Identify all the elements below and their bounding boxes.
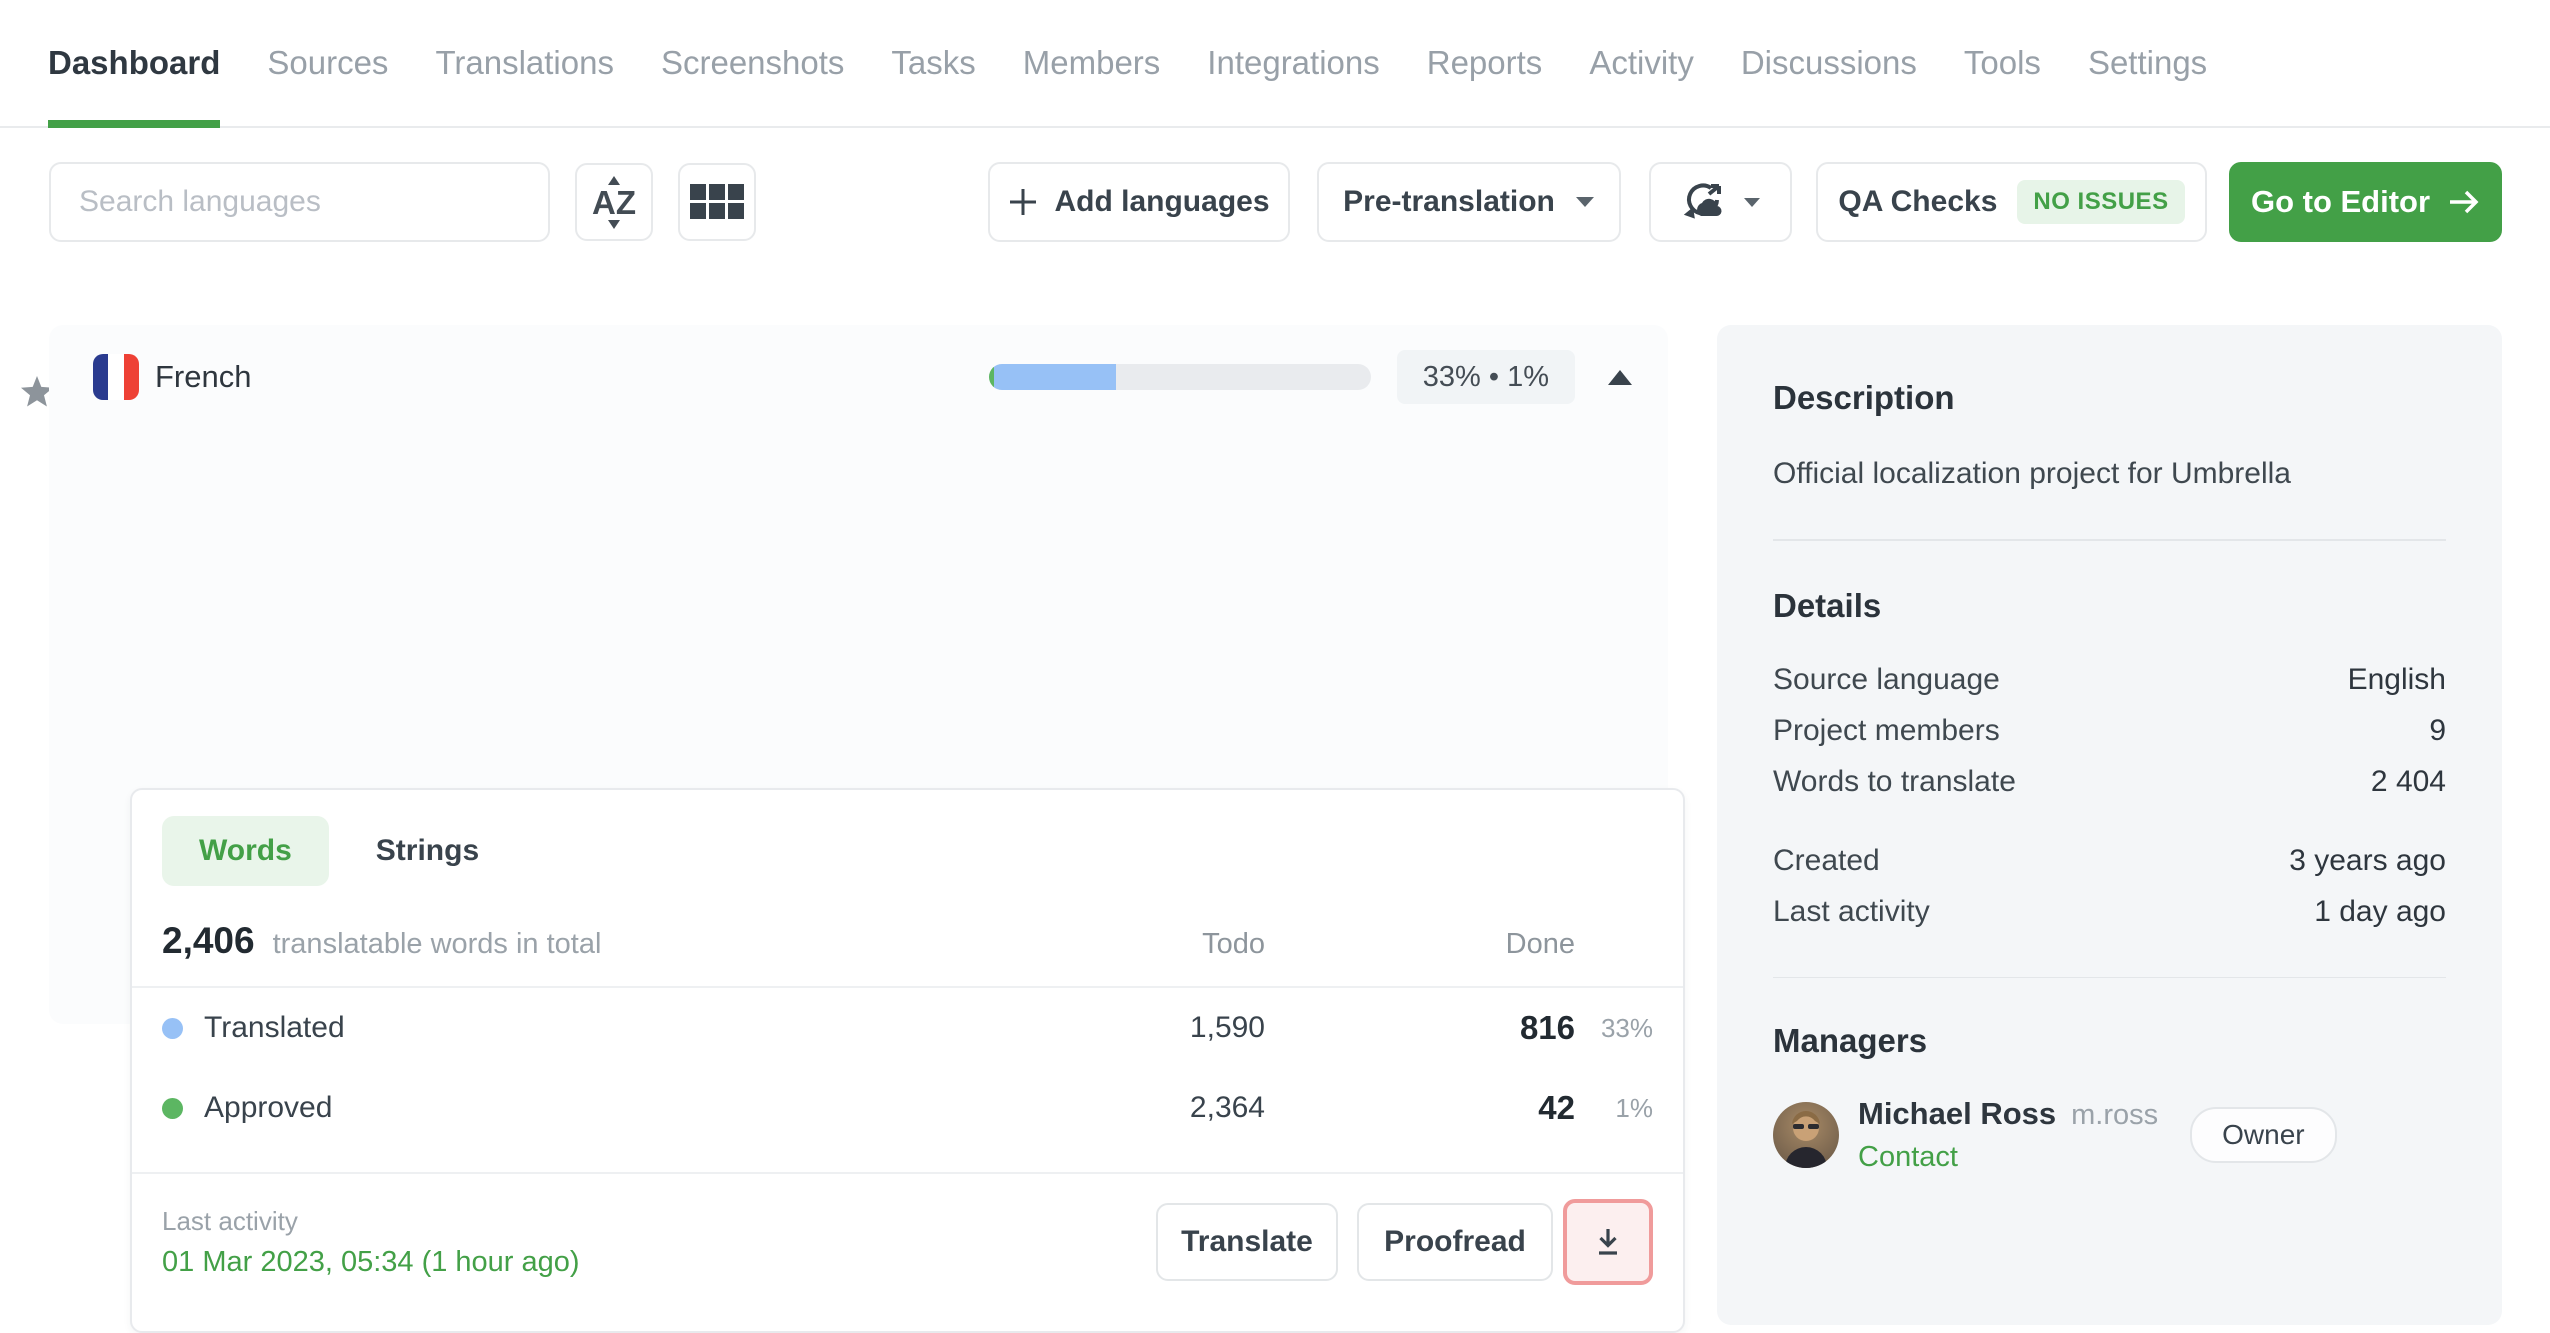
tab-strings[interactable]: Strings — [375, 834, 480, 867]
tab-settings[interactable]: Settings — [2087, 44, 2208, 81]
contact-link[interactable]: Contact — [1858, 1141, 1958, 1173]
language-row-french[interactable]: French 33% • 1% — [49, 325, 1668, 429]
language-stats-card: Words Strings 2,406 translatable words i… — [130, 788, 1685, 1333]
tab-tasks[interactable]: Tasks — [891, 44, 976, 81]
divider — [132, 986, 1683, 988]
column-header-done: Done — [1505, 928, 1575, 960]
favorite-star-icon[interactable] — [20, 376, 54, 413]
chevron-down-icon — [1743, 197, 1760, 207]
plus-icon — [1010, 189, 1037, 215]
alphabetical-sort-icon: AZ — [592, 175, 636, 229]
annotation-highlight — [1563, 1199, 1653, 1285]
tab-tools[interactable]: Tools — [1963, 44, 2041, 81]
qa-checks-label: QA Checks — [1838, 185, 1998, 218]
top-navigation: Dashboard Sources Translations Screensho… — [0, 0, 2550, 128]
manager-name: Michael Ross — [1858, 1096, 2057, 1131]
chevron-down-icon — [1575, 197, 1594, 207]
detail-created: Created 3 years ago — [1773, 843, 2446, 877]
go-to-editor-label: Go to Editor — [2250, 184, 2431, 219]
approved-label: Approved — [204, 1091, 333, 1124]
qa-checks-button[interactable]: QA Checks NO ISSUES — [1816, 162, 2207, 242]
total-words-label: translatable words in total — [272, 928, 602, 960]
owner-badge: Owner — [2190, 1107, 2337, 1163]
description-title: Description — [1773, 379, 1955, 416]
units-tabs: Words Strings — [162, 790, 1653, 886]
stat-row-approved: Approved 2,364 42 1% — [162, 1068, 1653, 1148]
sort-alphabetical-button[interactable]: AZ — [575, 163, 653, 241]
no-issues-badge: NO ISSUES — [2017, 180, 2185, 224]
manager-username: m.ross — [2071, 1099, 2159, 1131]
detail-source-language: Source language English — [1773, 662, 2446, 696]
translated-dot — [162, 1017, 183, 1039]
french-flag-icon — [93, 354, 139, 400]
detail-last-activity: Last activity 1 day ago — [1773, 894, 2446, 928]
details-title: Details — [1773, 586, 1882, 624]
add-languages-button[interactable]: Add languages — [988, 162, 1290, 242]
tab-words[interactable]: Words — [162, 816, 329, 886]
machine-translation-button[interactable] — [1649, 162, 1792, 242]
total-words-value: 2,406 — [162, 920, 255, 961]
divider — [132, 1172, 1683, 1174]
tab-screenshots[interactable]: Screenshots — [660, 44, 845, 81]
progress-percentages: 33% • 1% — [1396, 350, 1575, 404]
detail-project-members: Project members 9 — [1773, 713, 2446, 747]
tab-integrations[interactable]: Integrations — [1207, 44, 1380, 81]
cloud-sync-icon — [1683, 183, 1722, 219]
approved-done-value: 42 — [1538, 1089, 1575, 1126]
translated-label: Translated — [204, 1011, 345, 1044]
totals-row: 2,406 translatable words in total Todo D… — [162, 920, 1653, 962]
last-activity-label: Last activity — [162, 1205, 298, 1236]
progress-approved — [988, 364, 994, 390]
stat-row-translated: Translated 1,590 816 33% — [162, 988, 1653, 1068]
go-to-editor-button[interactable]: Go to Editor — [2229, 162, 2502, 242]
download-button[interactable] — [1571, 1207, 1645, 1277]
tab-sources[interactable]: Sources — [267, 44, 389, 81]
collapse-panel-button[interactable] — [1608, 369, 1632, 385]
approved-todo-value: 2,364 — [1189, 1091, 1265, 1124]
translate-button[interactable]: Translate — [1156, 1203, 1338, 1281]
project-info-sidebar: Description Official localization projec… — [1717, 325, 2502, 1325]
language-name: French — [155, 359, 252, 394]
translated-todo-value: 1,590 — [1189, 1011, 1265, 1044]
toolbar: AZ Add languages Pre-translation — [49, 162, 2502, 242]
detail-words-to-translate: Words to translate 2 404 — [1773, 764, 2446, 798]
progress-translated — [993, 364, 1116, 390]
translation-progress-bar — [988, 364, 1371, 390]
pre-translation-button[interactable]: Pre-translation — [1317, 162, 1621, 242]
approved-dot — [162, 1097, 183, 1119]
tab-dashboard[interactable]: Dashboard — [48, 0, 221, 128]
language-panel: French 33% • 1% Words Strings 2,406 tran… — [49, 325, 1685, 1333]
tab-members[interactable]: Members — [1022, 44, 1161, 81]
chevron-up-icon — [1608, 369, 1632, 385]
proofread-button[interactable]: Proofread — [1357, 1203, 1553, 1281]
divider — [1773, 539, 2446, 541]
translated-done-value: 816 — [1519, 1009, 1575, 1046]
search-languages-box — [49, 162, 550, 242]
divider — [1773, 976, 2446, 978]
description-text: Official localization project for Umbrel… — [1773, 457, 2291, 490]
tab-reports[interactable]: Reports — [1426, 44, 1543, 81]
last-activity-link[interactable]: 01 Mar 2023, 05:34 (1 hour ago) — [162, 1245, 580, 1278]
add-languages-label: Add languages — [1054, 185, 1270, 218]
card-footer: Last activity 01 Mar 2023, 05:34 (1 hour… — [162, 1174, 1653, 1310]
tab-discussions[interactable]: Discussions — [1740, 44, 1917, 81]
download-icon — [1599, 1229, 1617, 1255]
arrow-right-icon — [2450, 190, 2479, 214]
approved-percent: 1% — [1615, 1092, 1653, 1123]
search-languages-input[interactable] — [77, 184, 522, 220]
tab-translations[interactable]: Translations — [435, 44, 614, 81]
grid-view-button[interactable] — [678, 163, 756, 241]
managers-title: Managers — [1773, 1022, 1928, 1059]
avatar — [1773, 1102, 1839, 1168]
grid-view-icon — [690, 183, 744, 219]
tab-activity[interactable]: Activity — [1589, 44, 1694, 81]
translated-percent: 33% — [1600, 1012, 1653, 1043]
pre-translation-label: Pre-translation — [1343, 185, 1555, 218]
column-header-todo: Todo — [1202, 928, 1265, 960]
manager-row: Michael Ross m.ross Contact Owner — [1773, 1096, 2446, 1174]
